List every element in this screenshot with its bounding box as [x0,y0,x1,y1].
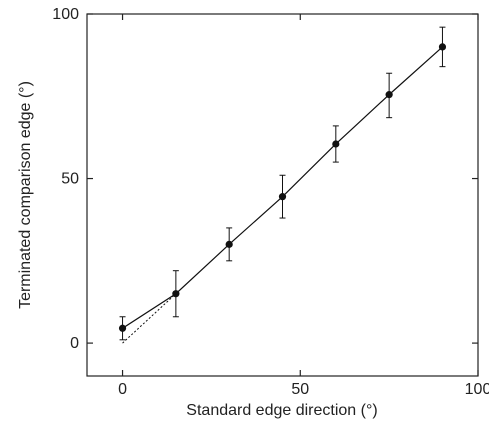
data-point [278,193,287,201]
x-axis-label: Standard edge direction (°) [186,402,377,419]
x-tick-label: 50 [291,381,309,398]
data-point [438,43,447,51]
plot-frame [86,13,479,377]
error-bars [119,26,446,341]
data-point [118,324,127,332]
y-tick-label: 100 [52,6,79,23]
y-tick-label: 50 [61,171,79,188]
data-point [172,290,180,298]
y-tick-label: 0 [70,335,79,352]
x-tick-label: 0 [118,381,127,398]
y-axis-label: Terminated comparison edge (°) [17,81,34,309]
axis-ticks: 0 50 100 0 50 100 [52,6,489,398]
x-tick-label: 100 [465,381,489,398]
dotted-line [122,293,177,344]
data-point [385,91,393,99]
data-point [225,240,233,248]
data-point [332,140,340,148]
data-markers [118,43,447,332]
